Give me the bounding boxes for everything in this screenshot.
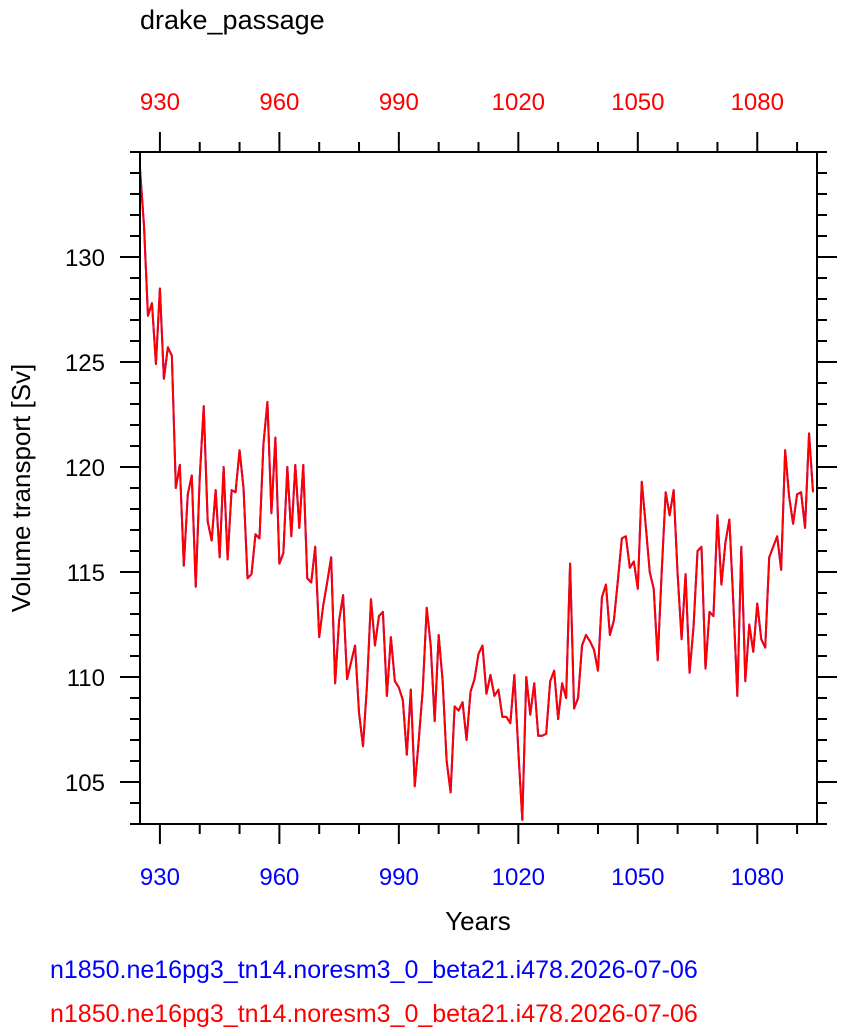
plot-area	[139, 168, 815, 821]
x-tick-label: 960	[259, 864, 299, 891]
x-tick-label: 1050	[611, 864, 664, 891]
x-axis-label: Years	[445, 906, 511, 936]
y-tick-label: 125	[65, 350, 105, 377]
y-tick-label: 110	[67, 665, 105, 692]
chart-title: drake_passage	[140, 5, 325, 35]
series-line-red	[139, 168, 815, 821]
top-x-tick-label: 1050	[611, 89, 664, 116]
y-tick-label: 130	[65, 245, 105, 272]
y-tick-label: 120	[65, 455, 105, 482]
y-axis: 105 110 115 120 125 130	[65, 151, 837, 825]
plot-frame	[139, 151, 818, 825]
legend-entry-red: n1850.ne16pg3_tn14.noresm3_0_beta21.i478…	[50, 1000, 698, 1028]
x-tick-label: 1020	[492, 864, 545, 891]
series-line-blue	[139, 168, 815, 821]
x-tick-label: 930	[140, 864, 180, 891]
top-x-tick-label: 960	[259, 89, 299, 116]
top-x-tick-label: 1080	[731, 89, 784, 116]
top-x-axis: 930 960 990 1020 1050 1080	[140, 89, 799, 152]
top-x-tick-label: 1020	[492, 89, 545, 116]
y-tick-label: 115	[67, 560, 105, 587]
top-x-tick-label: 990	[379, 89, 419, 116]
x-tick-label: 990	[379, 864, 419, 891]
bottom-x-axis: 930 960 990 1020 1050 1080	[140, 824, 799, 891]
y-tick-label: 105	[65, 770, 105, 797]
top-x-tick-label: 930	[140, 89, 180, 116]
x-tick-label: 1080	[731, 864, 784, 891]
y-axis-label: Volume transport [Sv]	[6, 364, 36, 613]
legend-entry-blue: n1850.ne16pg3_tn14.noresm3_0_beta21.i478…	[50, 956, 698, 984]
